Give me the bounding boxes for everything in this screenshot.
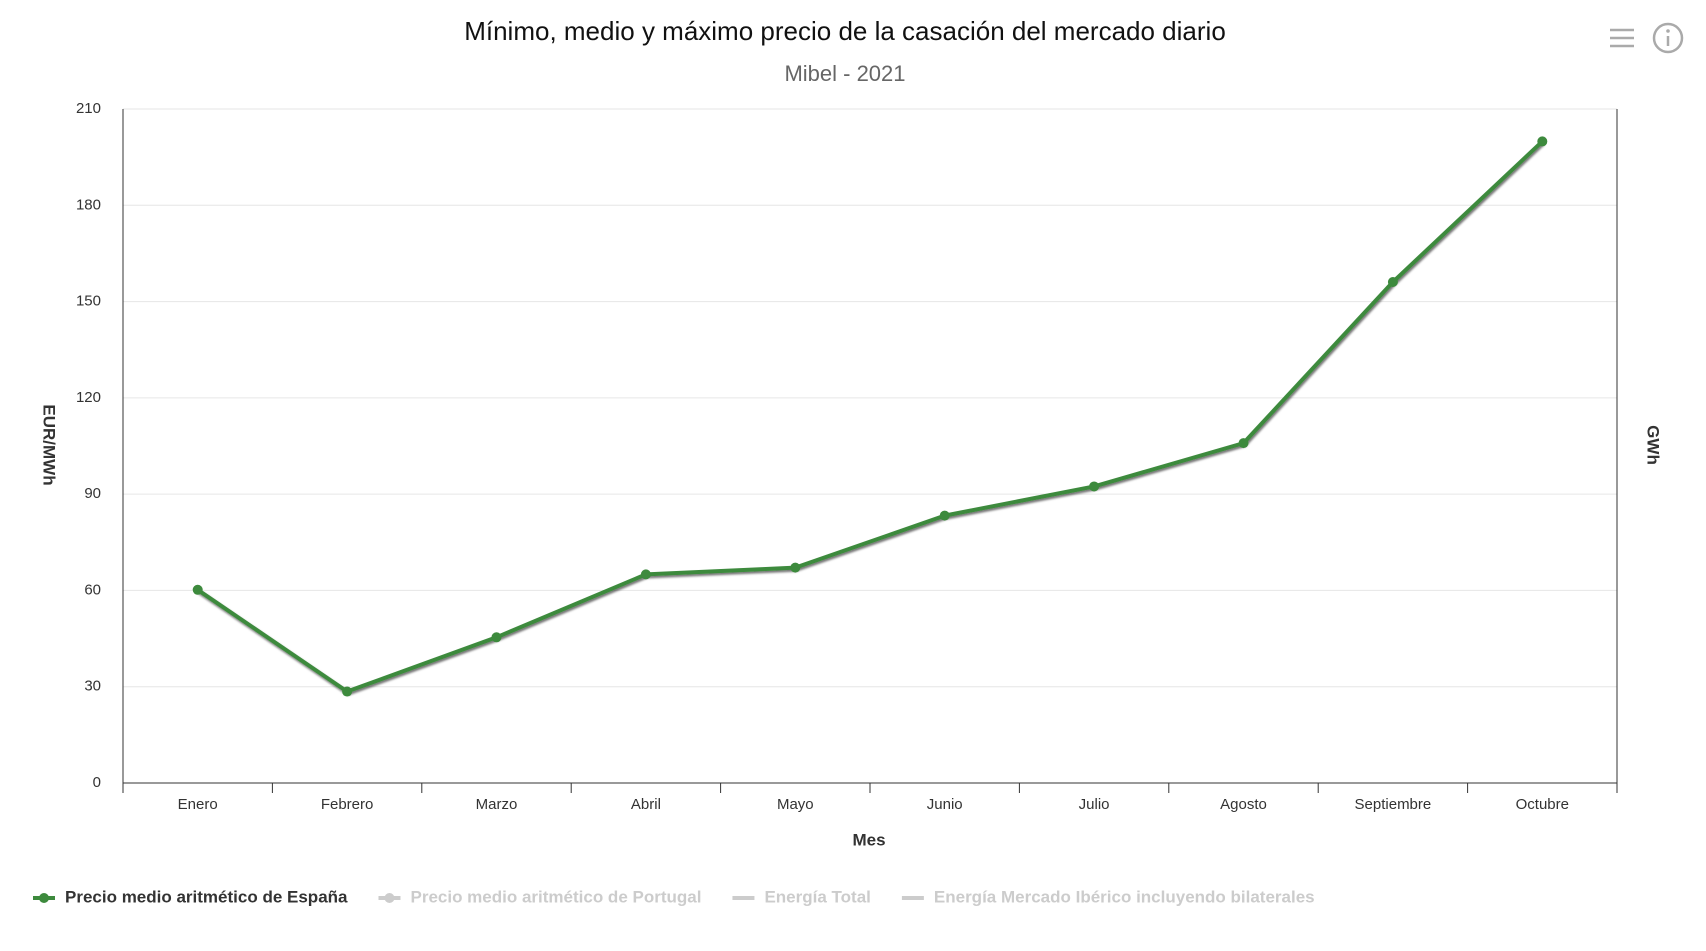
legend-label: Precio medio aritmético de Portugal <box>410 887 701 906</box>
y-tick-label: 120 <box>76 389 101 406</box>
x-tick-label: Agosto <box>1220 796 1267 813</box>
y-tick-label: 150 <box>76 293 101 310</box>
y2-axis-title: GWh <box>1644 425 1663 465</box>
info-icon[interactable] <box>1652 22 1684 54</box>
legend-label: Energía Mercado Ibérico incluyendo bilat… <box>934 887 1315 906</box>
x-tick-label: Julio <box>1079 796 1110 813</box>
x-tick-label: Mayo <box>777 796 814 813</box>
data-point <box>640 569 651 580</box>
data-point <box>1537 136 1548 147</box>
x-tick-label: Enero <box>178 796 218 813</box>
chart-title: Mínimo, medio y máximo precio de la casa… <box>464 16 1226 46</box>
data-point <box>342 686 353 697</box>
data-point <box>1089 481 1100 492</box>
legend-label: Energía Total <box>764 887 870 906</box>
data-point <box>790 562 801 573</box>
legend-item[interactable]: Precio medio aritmético de España <box>33 887 348 906</box>
legend-marker <box>384 893 395 903</box>
y-tick-label: 90 <box>84 485 101 502</box>
series-line <box>196 139 1544 694</box>
legend-label: Precio medio aritmético de España <box>65 887 348 906</box>
y-tick-label: 0 <box>93 774 101 791</box>
data-point <box>1238 438 1249 449</box>
x-axis-title: Mes <box>852 830 885 849</box>
chart-subtitle: Mibel - 2021 <box>784 61 905 86</box>
y-tick-label: 60 <box>84 581 101 598</box>
y-axis-title: EUR/MWh <box>40 404 59 485</box>
legend-marker <box>39 893 49 903</box>
x-tick-label: Junio <box>927 796 963 813</box>
data-point <box>192 584 203 595</box>
menu-icon[interactable] <box>1610 28 1634 48</box>
y-tick-label: 210 <box>76 100 101 117</box>
y-tick-label: 180 <box>76 196 101 213</box>
y-tick-label: 30 <box>84 678 101 695</box>
data-point <box>939 510 950 521</box>
x-tick-label: Marzo <box>476 796 518 813</box>
legend-item[interactable]: Precio medio aritmético de Portugal <box>378 887 701 906</box>
data-point <box>491 632 502 643</box>
x-tick-label: Octubre <box>1516 796 1569 813</box>
x-tick-label: Febrero <box>321 796 374 813</box>
x-tick-label: Septiembre <box>1355 796 1432 813</box>
data-point <box>1387 276 1398 287</box>
x-tick-label: Abril <box>631 796 661 813</box>
legend-item[interactable]: Energía Total <box>732 887 871 906</box>
legend-item[interactable]: Energía Mercado Ibérico incluyendo bilat… <box>901 887 1315 906</box>
